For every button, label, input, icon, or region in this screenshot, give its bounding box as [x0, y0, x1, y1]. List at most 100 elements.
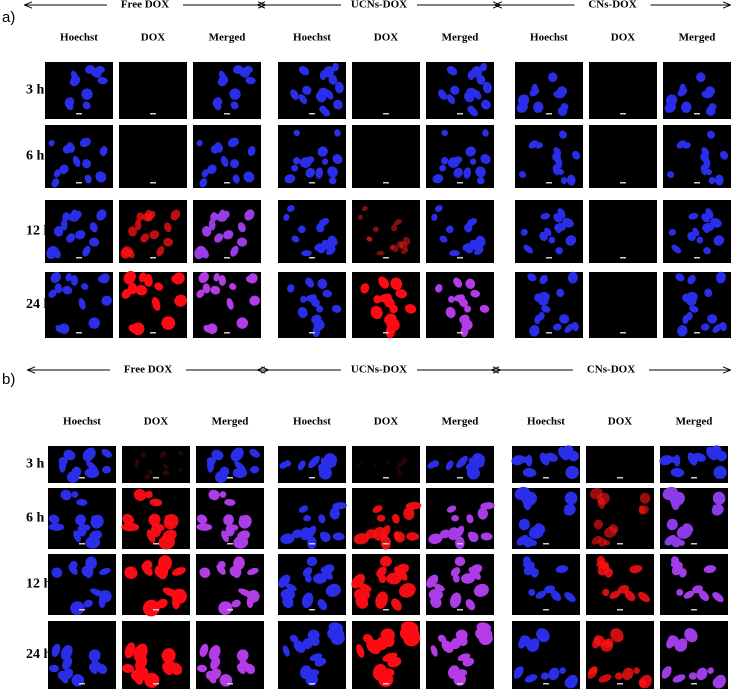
cell — [449, 250, 460, 257]
cell — [124, 642, 136, 659]
micrograph — [119, 270, 188, 338]
cell — [376, 514, 386, 522]
cell — [681, 101, 692, 113]
cell — [406, 532, 420, 541]
row-label: 3 h — [26, 457, 45, 472]
cell — [394, 531, 405, 543]
cell — [395, 289, 407, 299]
cell — [307, 536, 317, 550]
micrograph — [660, 621, 728, 689]
cell — [280, 588, 296, 601]
cell — [311, 314, 322, 324]
cell — [677, 325, 688, 337]
cell — [539, 452, 550, 466]
cell — [571, 321, 579, 332]
row-label: 3 h — [26, 83, 45, 98]
micrograph — [426, 621, 494, 689]
cell — [236, 237, 248, 247]
scale-bar — [224, 332, 230, 334]
scale-bar — [153, 609, 159, 611]
cell — [88, 649, 101, 662]
cell — [149, 230, 160, 240]
column-header: DOX — [608, 416, 633, 428]
scale-bar — [309, 182, 315, 184]
cell — [327, 166, 338, 178]
column-header: Hoechst — [527, 416, 565, 428]
cell — [548, 667, 560, 681]
cell — [450, 637, 462, 650]
cell — [51, 643, 61, 657]
scale-bar — [383, 257, 389, 259]
image-background — [426, 62, 494, 119]
cell — [144, 473, 151, 480]
cell — [366, 236, 373, 242]
image-background — [660, 554, 728, 615]
cell — [244, 209, 255, 221]
row-label: 6 h — [26, 149, 45, 164]
scale-bar — [79, 609, 85, 611]
scale-bar — [457, 477, 463, 479]
cell — [378, 276, 389, 289]
cell — [199, 178, 208, 188]
cell — [358, 214, 363, 220]
cell — [562, 217, 574, 228]
cell — [133, 667, 149, 682]
cell — [696, 236, 704, 244]
cell — [63, 449, 76, 461]
cell — [676, 539, 686, 546]
cell — [210, 212, 218, 222]
cell — [548, 236, 556, 244]
scale-bar — [227, 477, 233, 479]
scale-bar — [546, 332, 552, 334]
scale-bar — [694, 182, 700, 184]
image-background — [352, 125, 420, 188]
cell — [555, 565, 569, 574]
cell — [439, 529, 451, 539]
cell — [293, 129, 300, 137]
cell — [460, 325, 469, 338]
scale-bar — [76, 113, 82, 115]
cell — [48, 523, 65, 531]
cell — [403, 629, 421, 647]
cell — [210, 285, 221, 295]
cell — [391, 224, 398, 232]
cell — [85, 536, 101, 549]
micrograph — [193, 272, 261, 338]
scale-bar — [224, 113, 230, 115]
cell — [334, 81, 344, 94]
cell — [459, 314, 470, 324]
cell — [454, 556, 466, 567]
cell — [312, 325, 321, 338]
cell — [720, 150, 729, 160]
cell — [243, 65, 253, 74]
micrograph — [196, 621, 264, 689]
micrograph — [659, 445, 728, 483]
cell — [468, 531, 479, 543]
cell — [298, 505, 309, 513]
cell — [140, 452, 147, 458]
cell — [287, 284, 295, 293]
image-background — [119, 125, 187, 188]
cell — [211, 449, 224, 461]
group-title: CNs-DOX — [587, 364, 635, 376]
cell — [638, 591, 650, 603]
cell — [462, 657, 475, 667]
cell — [174, 294, 188, 307]
cell — [706, 130, 715, 139]
scale-bar — [383, 543, 389, 545]
cell — [230, 159, 240, 169]
cell — [53, 226, 64, 237]
cell — [96, 209, 107, 221]
cell — [686, 311, 693, 321]
cell — [587, 667, 598, 679]
cell — [446, 94, 456, 105]
cell — [719, 321, 727, 332]
cell — [223, 230, 234, 240]
cell — [712, 678, 720, 688]
cell — [353, 588, 370, 601]
cell — [541, 305, 551, 313]
micrograph — [119, 200, 187, 263]
cell — [319, 70, 327, 81]
cell — [178, 451, 184, 456]
cell — [299, 157, 312, 168]
